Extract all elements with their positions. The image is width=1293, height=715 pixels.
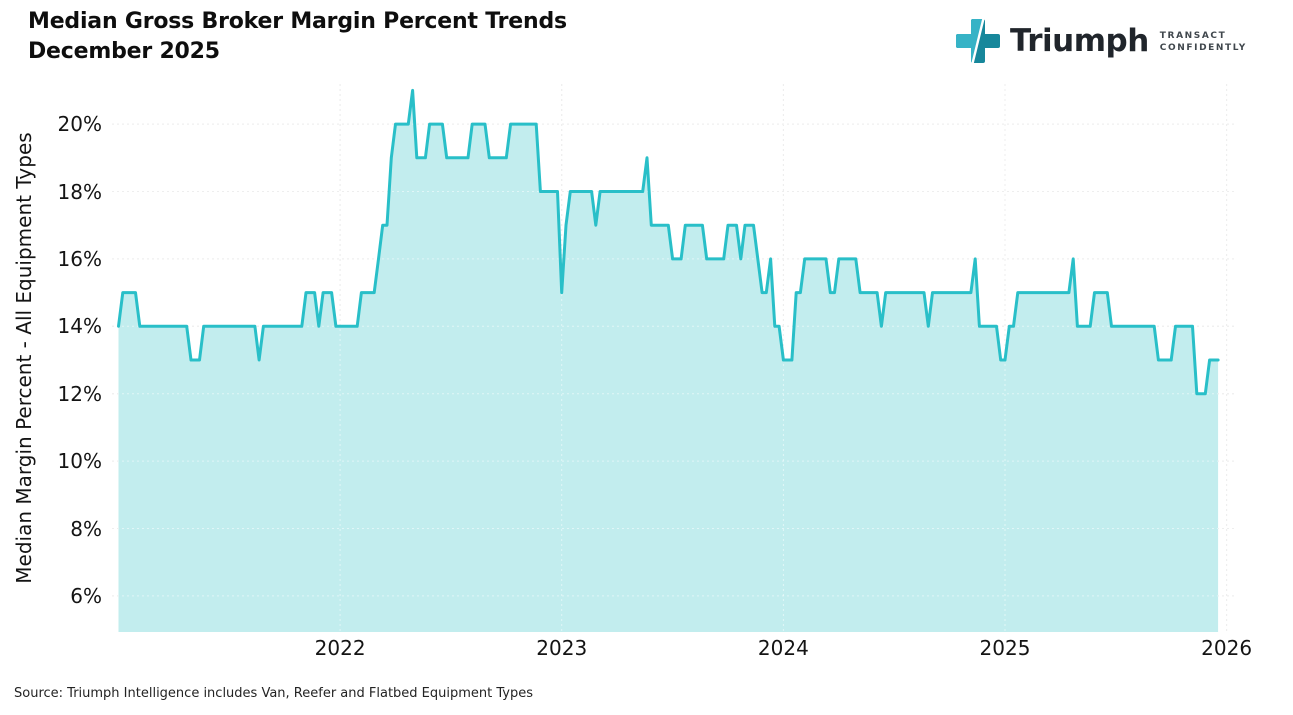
triumph-cross-icon bbox=[956, 19, 1000, 63]
chart-title: Median Gross Broker Margin Percent Trend… bbox=[28, 7, 567, 67]
logo-tagline-line2: CONFIDENTLY bbox=[1159, 43, 1247, 53]
source-note: Source: Triumph Intelligence includes Va… bbox=[14, 686, 534, 701]
margin-area-fill bbox=[118, 90, 1219, 632]
chart-title-line2: December 2025 bbox=[28, 39, 220, 64]
x-tick-label: 2025 bbox=[979, 636, 1031, 660]
y-tick-label: 10% bbox=[57, 449, 102, 474]
y-tick-label: 12% bbox=[57, 381, 102, 406]
y-tick-label: 16% bbox=[57, 246, 102, 271]
x-tick-label: 2024 bbox=[757, 636, 809, 660]
x-tick-label: 2022 bbox=[314, 636, 366, 660]
margin-line-series bbox=[117, 88, 1220, 396]
x-tick-label: 2026 bbox=[1201, 636, 1253, 660]
logo-tagline: TRANSACT CONFIDENTLY bbox=[1160, 30, 1247, 54]
logo-brand-text: Triumph bbox=[1010, 23, 1149, 59]
y-tick-label: 8% bbox=[70, 516, 102, 541]
y-tick-label: 20% bbox=[57, 112, 102, 137]
chart-title-line1: Median Gross Broker Margin Percent Trend… bbox=[28, 9, 567, 34]
x-tick-label: 2023 bbox=[536, 636, 588, 660]
y-tick-label: 14% bbox=[57, 314, 102, 339]
y-tick-label: 18% bbox=[57, 179, 102, 204]
logo-tagline-line1: TRANSACT bbox=[1159, 31, 1227, 41]
y-tick-label: 6% bbox=[70, 583, 102, 608]
triumph-logo: Triumph TRANSACT CONFIDENTLY bbox=[956, 19, 1247, 63]
margin-trend-plot bbox=[112, 84, 1236, 632]
